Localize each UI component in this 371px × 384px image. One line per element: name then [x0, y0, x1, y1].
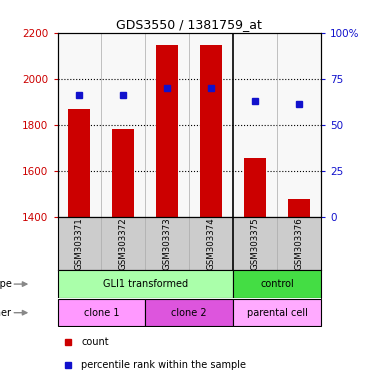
- Text: GSM303372: GSM303372: [119, 217, 128, 270]
- Text: clone 2: clone 2: [171, 308, 207, 318]
- Text: GSM303374: GSM303374: [207, 217, 216, 270]
- Text: GSM303375: GSM303375: [250, 217, 260, 270]
- Text: control: control: [260, 279, 294, 289]
- Bar: [233, 270, 321, 298]
- Bar: [145, 33, 189, 217]
- Text: cell type: cell type: [0, 279, 12, 289]
- Bar: [58, 270, 233, 298]
- Text: parental cell: parental cell: [247, 308, 308, 318]
- Text: GSM303373: GSM303373: [163, 217, 172, 270]
- Bar: [145, 299, 233, 326]
- Bar: [277, 33, 321, 217]
- Bar: [112, 129, 134, 217]
- Text: GSM303371: GSM303371: [75, 217, 84, 270]
- Text: GSM303376: GSM303376: [295, 217, 303, 270]
- Bar: [233, 33, 277, 217]
- Bar: [69, 109, 91, 217]
- Bar: [156, 45, 178, 217]
- Bar: [189, 33, 233, 217]
- Text: percentile rank within the sample: percentile rank within the sample: [81, 360, 246, 370]
- Title: GDS3550 / 1381759_at: GDS3550 / 1381759_at: [116, 18, 262, 31]
- Bar: [244, 158, 266, 217]
- Bar: [58, 299, 145, 326]
- Bar: [101, 33, 145, 217]
- Bar: [288, 199, 310, 217]
- Text: clone 1: clone 1: [83, 308, 119, 318]
- Text: GLI1 transformed: GLI1 transformed: [103, 279, 188, 289]
- Bar: [58, 33, 101, 217]
- Bar: [200, 45, 222, 217]
- Text: other: other: [0, 308, 12, 318]
- Bar: [233, 299, 321, 326]
- Text: count: count: [81, 337, 109, 347]
